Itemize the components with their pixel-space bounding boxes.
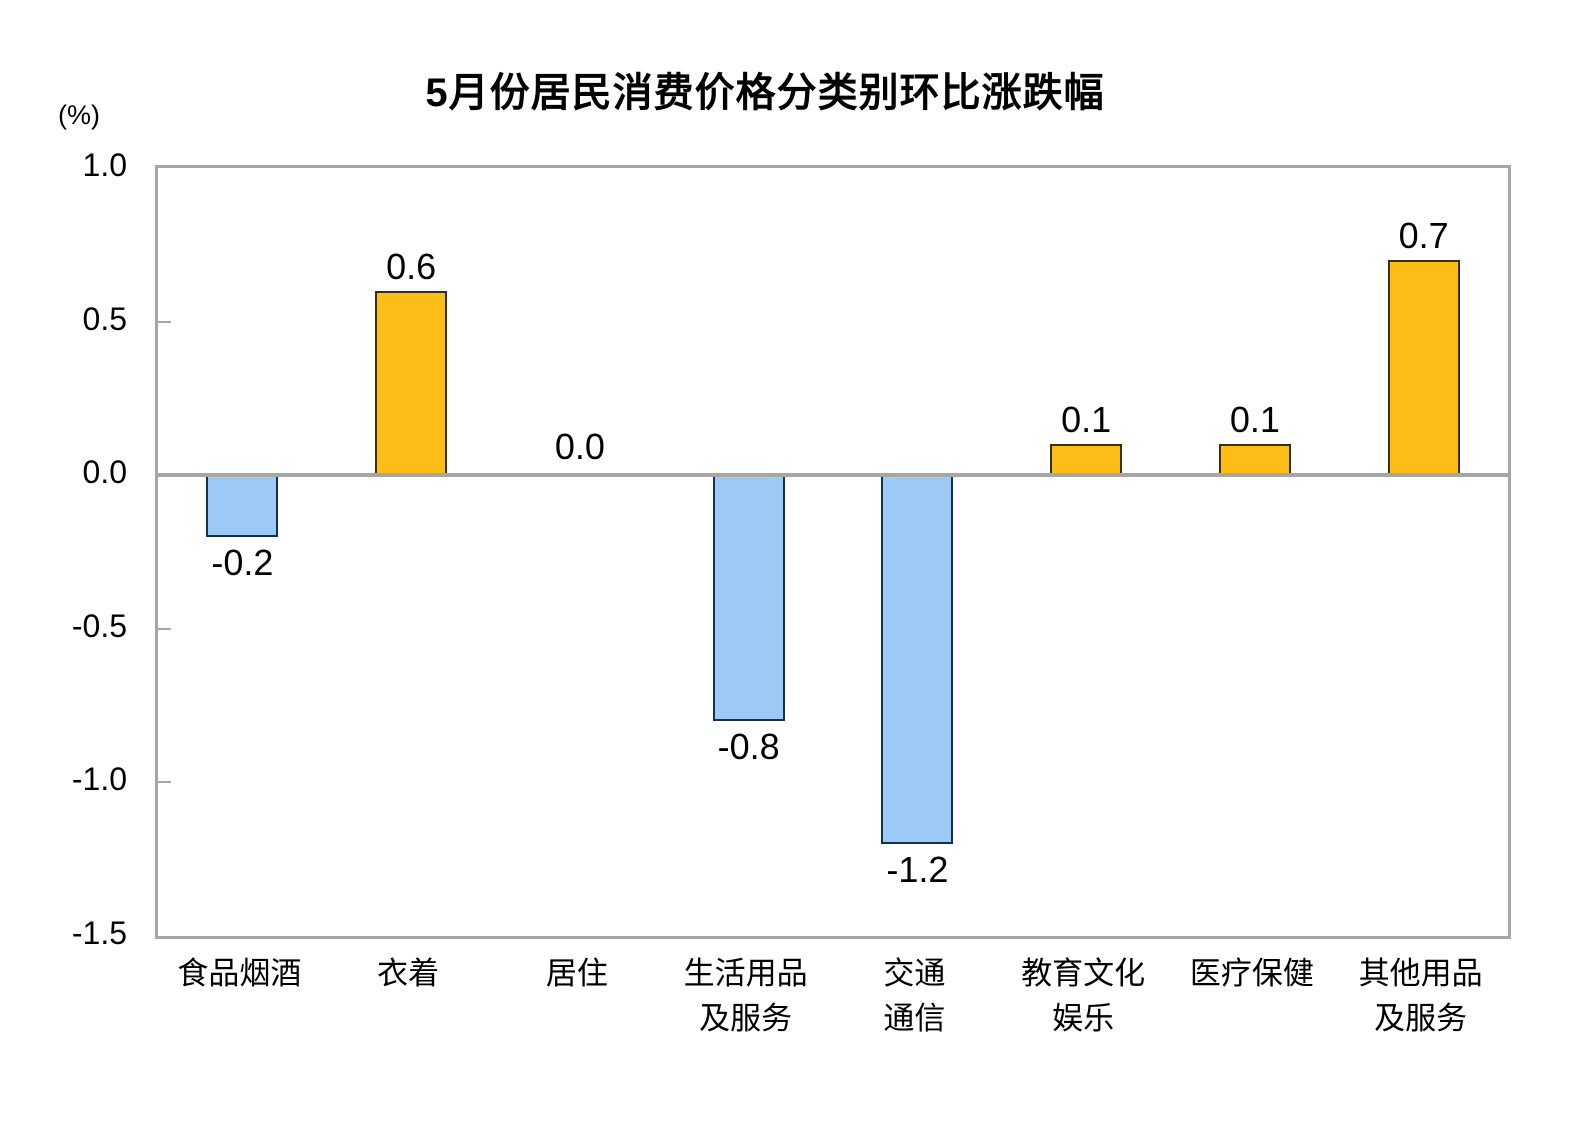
x-axis-label-1: 食品烟酒	[155, 951, 324, 996]
zero-baseline	[155, 473, 1511, 478]
bar-value-label-3: 0.0	[554, 426, 605, 468]
bar-value-label-2: 0.6	[386, 245, 437, 287]
x-axis-label-5: 交通 通信	[830, 951, 999, 1041]
x-axis-label-line: 食品烟酒	[177, 956, 302, 991]
y-axis-tick-mark	[158, 781, 171, 784]
bar-value-label-5: -1.2	[886, 848, 949, 890]
bar-7	[1218, 444, 1291, 476]
bar-4	[712, 475, 785, 721]
y-axis-tick-label: -1.0	[71, 761, 127, 798]
x-axis-label-line: 衣着	[377, 956, 440, 991]
x-axis-label-line: 交通	[883, 956, 946, 991]
x-axis-label-6: 教育文化 娱乐	[999, 951, 1168, 1041]
plot-area: -0.2 0.6 0.0 -0.8 -1.2 0.1 0.1 0.7	[155, 165, 1511, 939]
chart-title: 5月份居民消费价格分类别环比涨跌幅	[425, 71, 1105, 115]
x-axis-label-2: 衣着	[324, 951, 493, 996]
bar-5	[881, 475, 954, 844]
x-axis-label-line: 居住	[545, 956, 608, 991]
x-axis-label-line: 及服务	[699, 1001, 793, 1036]
x-axis-label-line: 通信	[883, 1001, 946, 1036]
x-axis-label-line: 及服务	[1374, 1001, 1468, 1036]
x-axis-label-line: 娱乐	[1052, 1001, 1115, 1036]
bar-value-label-8: 0.7	[1398, 215, 1449, 257]
x-axis-label-line: 其他用品	[1358, 956, 1483, 991]
bar-1	[206, 475, 279, 537]
x-axis-label-line: 医疗保健	[1189, 956, 1314, 991]
y-axis-unit-label: (%)	[58, 100, 100, 130]
bar-2	[375, 290, 448, 476]
bar-value-label-7: 0.1	[1229, 399, 1280, 441]
bar-value-label-1: -0.2	[211, 541, 274, 583]
y-axis-tick-label: 0.5	[82, 300, 127, 337]
x-axis-label-4: 生活用品 及服务	[661, 951, 830, 1041]
y-axis-tick-label: 0.0	[82, 454, 127, 491]
bar-8	[1387, 260, 1460, 476]
y-axis-tick-mark	[158, 627, 171, 630]
y-axis-tick-mark	[158, 320, 171, 323]
x-axis-label-line: 生活用品	[683, 956, 808, 991]
y-axis-tick-label: 1.0	[82, 147, 127, 183]
x-axis-label-line: 教育文化	[1021, 956, 1146, 991]
bar-value-label-4: -0.8	[717, 725, 780, 767]
y-axis-tick-label: -0.5	[71, 607, 127, 644]
bar-6	[1050, 444, 1123, 476]
x-axis-label-7: 医疗保健	[1168, 951, 1337, 996]
y-axis-tick-label: -1.5	[71, 915, 127, 951]
bar-value-label-6: 0.1	[1061, 399, 1112, 441]
x-axis-label-8: 其他用品 及服务	[1336, 951, 1505, 1041]
x-axis-label-3: 居住	[493, 951, 662, 996]
